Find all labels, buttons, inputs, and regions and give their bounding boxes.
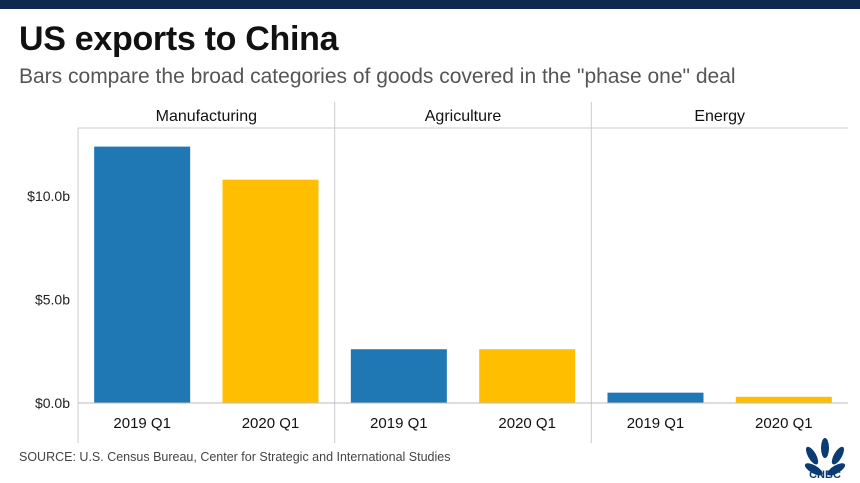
cnbc-logo: CNBC (804, 438, 846, 480)
x-tick-label: 2020 Q1 (755, 415, 813, 432)
nbc-peacock-icon (804, 438, 846, 476)
bar-energy-2020-q1 (735, 396, 832, 403)
x-tick-label: 2019 Q1 (113, 415, 171, 432)
bar-manufacturing-2019-q1 (94, 146, 191, 404)
bar-energy-2019-q1 (607, 392, 704, 403)
chart-subtitle: Bars compare the broad categories of goo… (19, 65, 736, 88)
bar-manufacturing-2020-q1 (222, 179, 319, 403)
x-tick-label: 2020 Q1 (242, 415, 300, 432)
bar-agriculture-2020-q1 (479, 349, 576, 403)
top-accent-bar (0, 0, 860, 9)
panel-label-energy: Energy (694, 108, 745, 125)
source-note: SOURCE: U.S. Census Bureau, Center for S… (19, 450, 451, 464)
logo-text: CNBC (809, 469, 841, 480)
panel-label-agriculture: Agriculture (425, 108, 502, 125)
y-tick-label: $0.0b (35, 395, 70, 411)
chart-title: US exports to China (19, 20, 339, 58)
x-tick-label: 2019 Q1 (627, 415, 685, 432)
y-tick-label: $5.0b (35, 292, 70, 308)
panel-label-manufacturing: Manufacturing (156, 108, 257, 125)
x-tick-label: 2020 Q1 (498, 415, 556, 432)
y-tick-label: $10.0b (27, 188, 70, 204)
bar-agriculture-2019-q1 (350, 349, 447, 403)
x-tick-label: 2019 Q1 (370, 415, 428, 432)
